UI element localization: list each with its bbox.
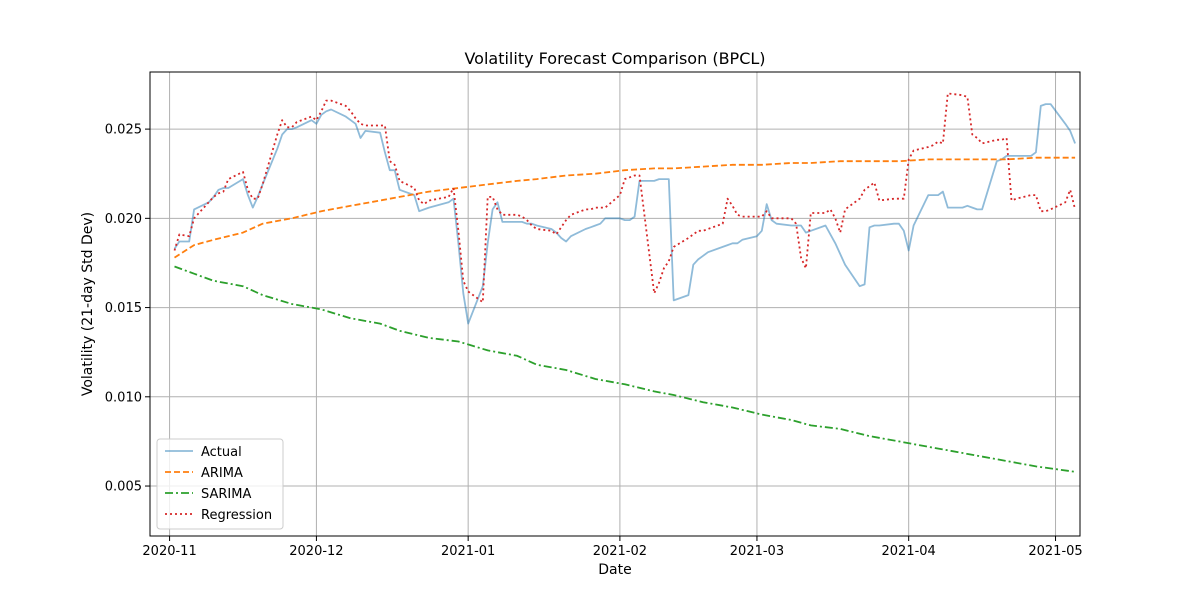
y-tick-label: 0.010 — [105, 390, 142, 405]
legend-box — [156, 438, 284, 530]
chart-title: Volatility Forecast Comparison (BPCL) — [464, 49, 765, 68]
legend-label-regression: Regression — [201, 508, 272, 523]
x-tick-label: 2020-12 — [289, 544, 343, 559]
x-axis-label: Date — [598, 562, 631, 578]
series-line-actual — [173, 103, 1076, 325]
series-line-sarima — [174, 265, 1076, 473]
legend-label-actual: Actual — [201, 445, 242, 460]
legend-label-sarima: SARIMA — [201, 487, 251, 502]
x-tick-label: 2020-11 — [142, 544, 196, 559]
legend: Actual ARIMA SARIMA Regression — [156, 438, 284, 530]
series-line-regression — [173, 92, 1076, 304]
y-tick-label: 0.005 — [105, 480, 142, 495]
y-axis-ticks: 0.005 0.010 0.015 0.020 0.025 — [105, 123, 150, 495]
y-tick-label: 0.025 — [105, 123, 142, 138]
y-tick-label: 0.020 — [105, 212, 142, 227]
y-tick-label: 0.015 — [105, 301, 142, 316]
legend-label-arima: ARIMA — [201, 466, 243, 481]
x-tick-label: 2021-01 — [441, 544, 495, 559]
y-axis-label: Volatility (21-day Std Dev) — [80, 212, 96, 396]
series-lines — [173, 92, 1076, 473]
x-tick-label: 2021-03 — [730, 544, 784, 559]
plot-frame — [149, 71, 1081, 537]
x-tick-label: 2021-02 — [593, 544, 647, 559]
x-axis-ticks: 2020-11 2020-12 2021-01 2021-02 2021-03 2021-… — [142, 536, 1083, 559]
x-tick-label: 2021-05 — [1028, 544, 1082, 559]
x-tick-label: 2021-04 — [882, 544, 936, 559]
series-line-arima — [174, 156, 1076, 259]
